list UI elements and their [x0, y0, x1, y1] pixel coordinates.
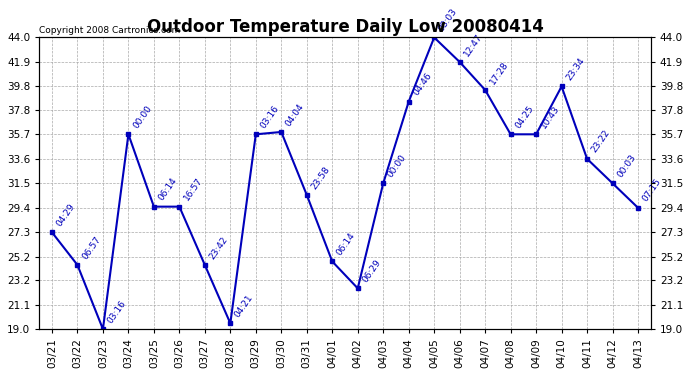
Text: 23:34: 23:34: [564, 56, 586, 82]
Text: 03:16: 03:16: [259, 104, 281, 130]
Text: 12:47: 12:47: [462, 32, 484, 58]
Text: 00:00: 00:00: [386, 153, 408, 179]
Text: 04:25: 04:25: [513, 104, 535, 130]
Text: 23:42: 23:42: [208, 235, 230, 261]
Text: 10:43: 10:43: [539, 104, 561, 130]
Text: 04:29: 04:29: [55, 202, 77, 228]
Text: 04:21: 04:21: [233, 293, 255, 319]
Text: 23:58: 23:58: [310, 165, 332, 191]
Text: 06:14: 06:14: [157, 176, 179, 203]
Text: 23:22: 23:22: [590, 129, 612, 154]
Text: 04:46: 04:46: [411, 71, 433, 98]
Text: 06:29: 06:29: [360, 258, 383, 284]
Title: Outdoor Temperature Daily Low 20080414: Outdoor Temperature Daily Low 20080414: [146, 18, 544, 36]
Text: 00:00: 00:00: [131, 104, 153, 130]
Text: 03:16: 03:16: [106, 298, 128, 325]
Text: 00:03: 00:03: [615, 153, 638, 179]
Text: Copyright 2008 Cartronics.com: Copyright 2008 Cartronics.com: [39, 26, 181, 34]
Text: 06:57: 06:57: [80, 234, 102, 261]
Text: 08:03: 08:03: [437, 7, 459, 33]
Text: 06:14: 06:14: [335, 231, 357, 257]
Text: 04:04: 04:04: [284, 102, 306, 128]
Text: 17:28: 17:28: [488, 60, 510, 86]
Text: 16:57: 16:57: [182, 176, 204, 203]
Text: 07:15: 07:15: [641, 177, 663, 204]
